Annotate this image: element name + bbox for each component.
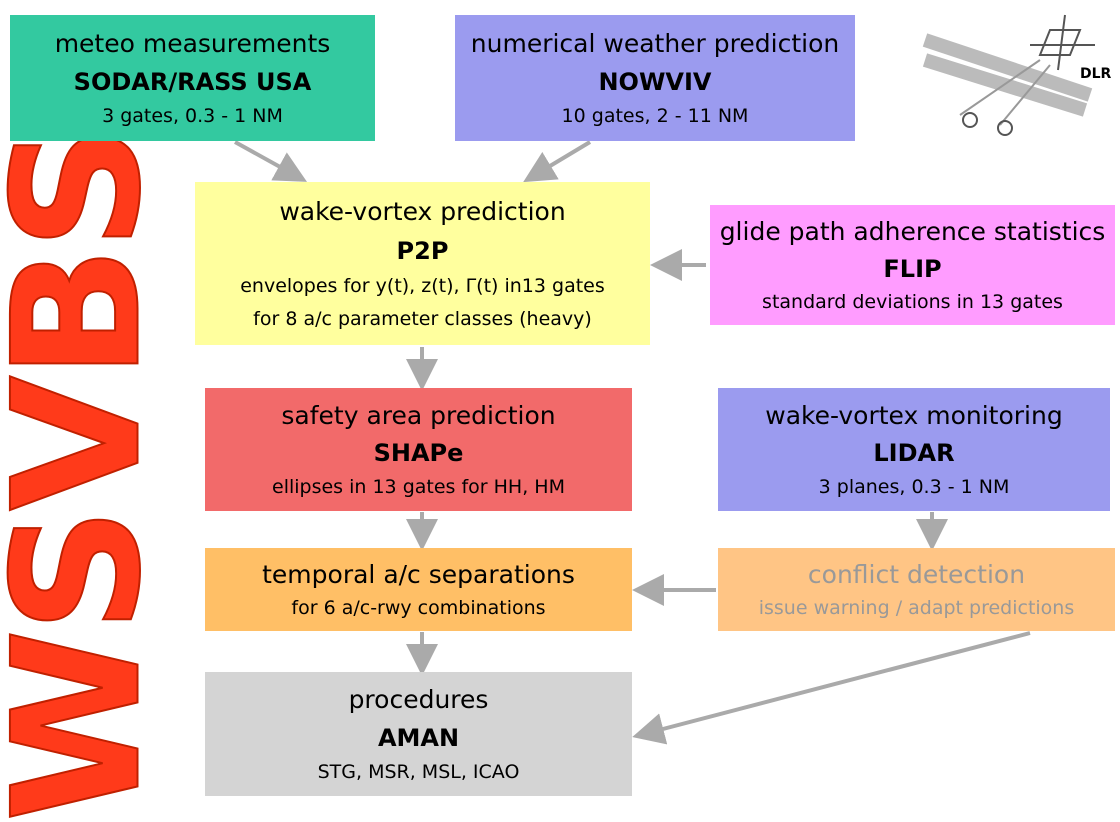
box-detail: envelopes for y(t), z(t), Γ(t) in13 gate… [240, 275, 605, 298]
arrow [234, 140, 307, 182]
box: conflict detection issue warning / adapt … [718, 548, 1115, 631]
box: glide path adherence statistics FLIP stand… [710, 205, 1115, 325]
box: meteo measurements SODAR/RASS USA 3 gates,… [10, 15, 375, 141]
title: WSVBS [0, 127, 181, 822]
box: numerical weather prediction NOWVIV 10 gat… [455, 15, 855, 141]
box-name: SODAR/RASS USA [73, 67, 312, 96]
box-heading: wake-vortex monitoring [765, 401, 1063, 430]
box: safety area prediction SHAPe ellipses in 1… [205, 388, 632, 511]
box-heading: conflict detection [807, 560, 1026, 589]
page: DLR WSVBS meteo measurements SODAR/RASS U… [0, 14, 1115, 822]
box-name: LIDAR [873, 439, 955, 467]
box-heading: wake-vortex prediction [279, 196, 566, 226]
box-name: P2P [396, 236, 449, 265]
box-heading: procedures [348, 685, 489, 715]
box-heading: numerical weather prediction [470, 28, 840, 58]
box-detail: for 6 a/c-rwy combinations [291, 597, 546, 619]
box-detail: standard deviations in 13 gates [762, 290, 1063, 313]
box-detail: 10 gates, 2 - 11 NM [561, 105, 749, 128]
box-detail: ellipses in 13 gates for HH, HM [272, 476, 565, 498]
logo-text: DLR [1080, 66, 1112, 82]
box-heading: safety area prediction [281, 401, 556, 430]
arrows: DLR [234, 14, 1112, 745]
box-name: FLIP [883, 254, 942, 283]
box-detail: 3 gates, 0.3 - 1 NM [102, 105, 283, 128]
arrow [632, 631, 1031, 745]
box-detail: for 8 a/c parameter classes (heavy) [253, 308, 592, 331]
box: wake-vortex prediction P2P envelopes for y… [195, 182, 650, 345]
box-heading: temporal a/c separations [262, 560, 575, 589]
box-name: SHAPe [373, 439, 464, 467]
box: temporal a/c separations for 6 a/c-rwy co… [205, 548, 632, 631]
box-name: AMAN [377, 723, 460, 752]
box-detail: STG, MSR, MSL, ICAO [317, 760, 520, 783]
arrow [523, 140, 592, 183]
box: wake-vortex monitoring LIDAR 3 planes, 0.3… [718, 388, 1110, 511]
dlr-logo: DLR [922, 14, 1112, 136]
box-heading: meteo measurements [54, 28, 331, 58]
box-detail: issue warning / adapt predictions [758, 597, 1075, 619]
box-name: NOWVIV [598, 67, 712, 96]
box: procedures AMAN STG, MSR, MSL, ICAO [205, 672, 632, 796]
box-heading: glide path adherence statistics [719, 217, 1106, 247]
box-detail: 3 planes, 0.3 - 1 NM [818, 476, 1010, 498]
